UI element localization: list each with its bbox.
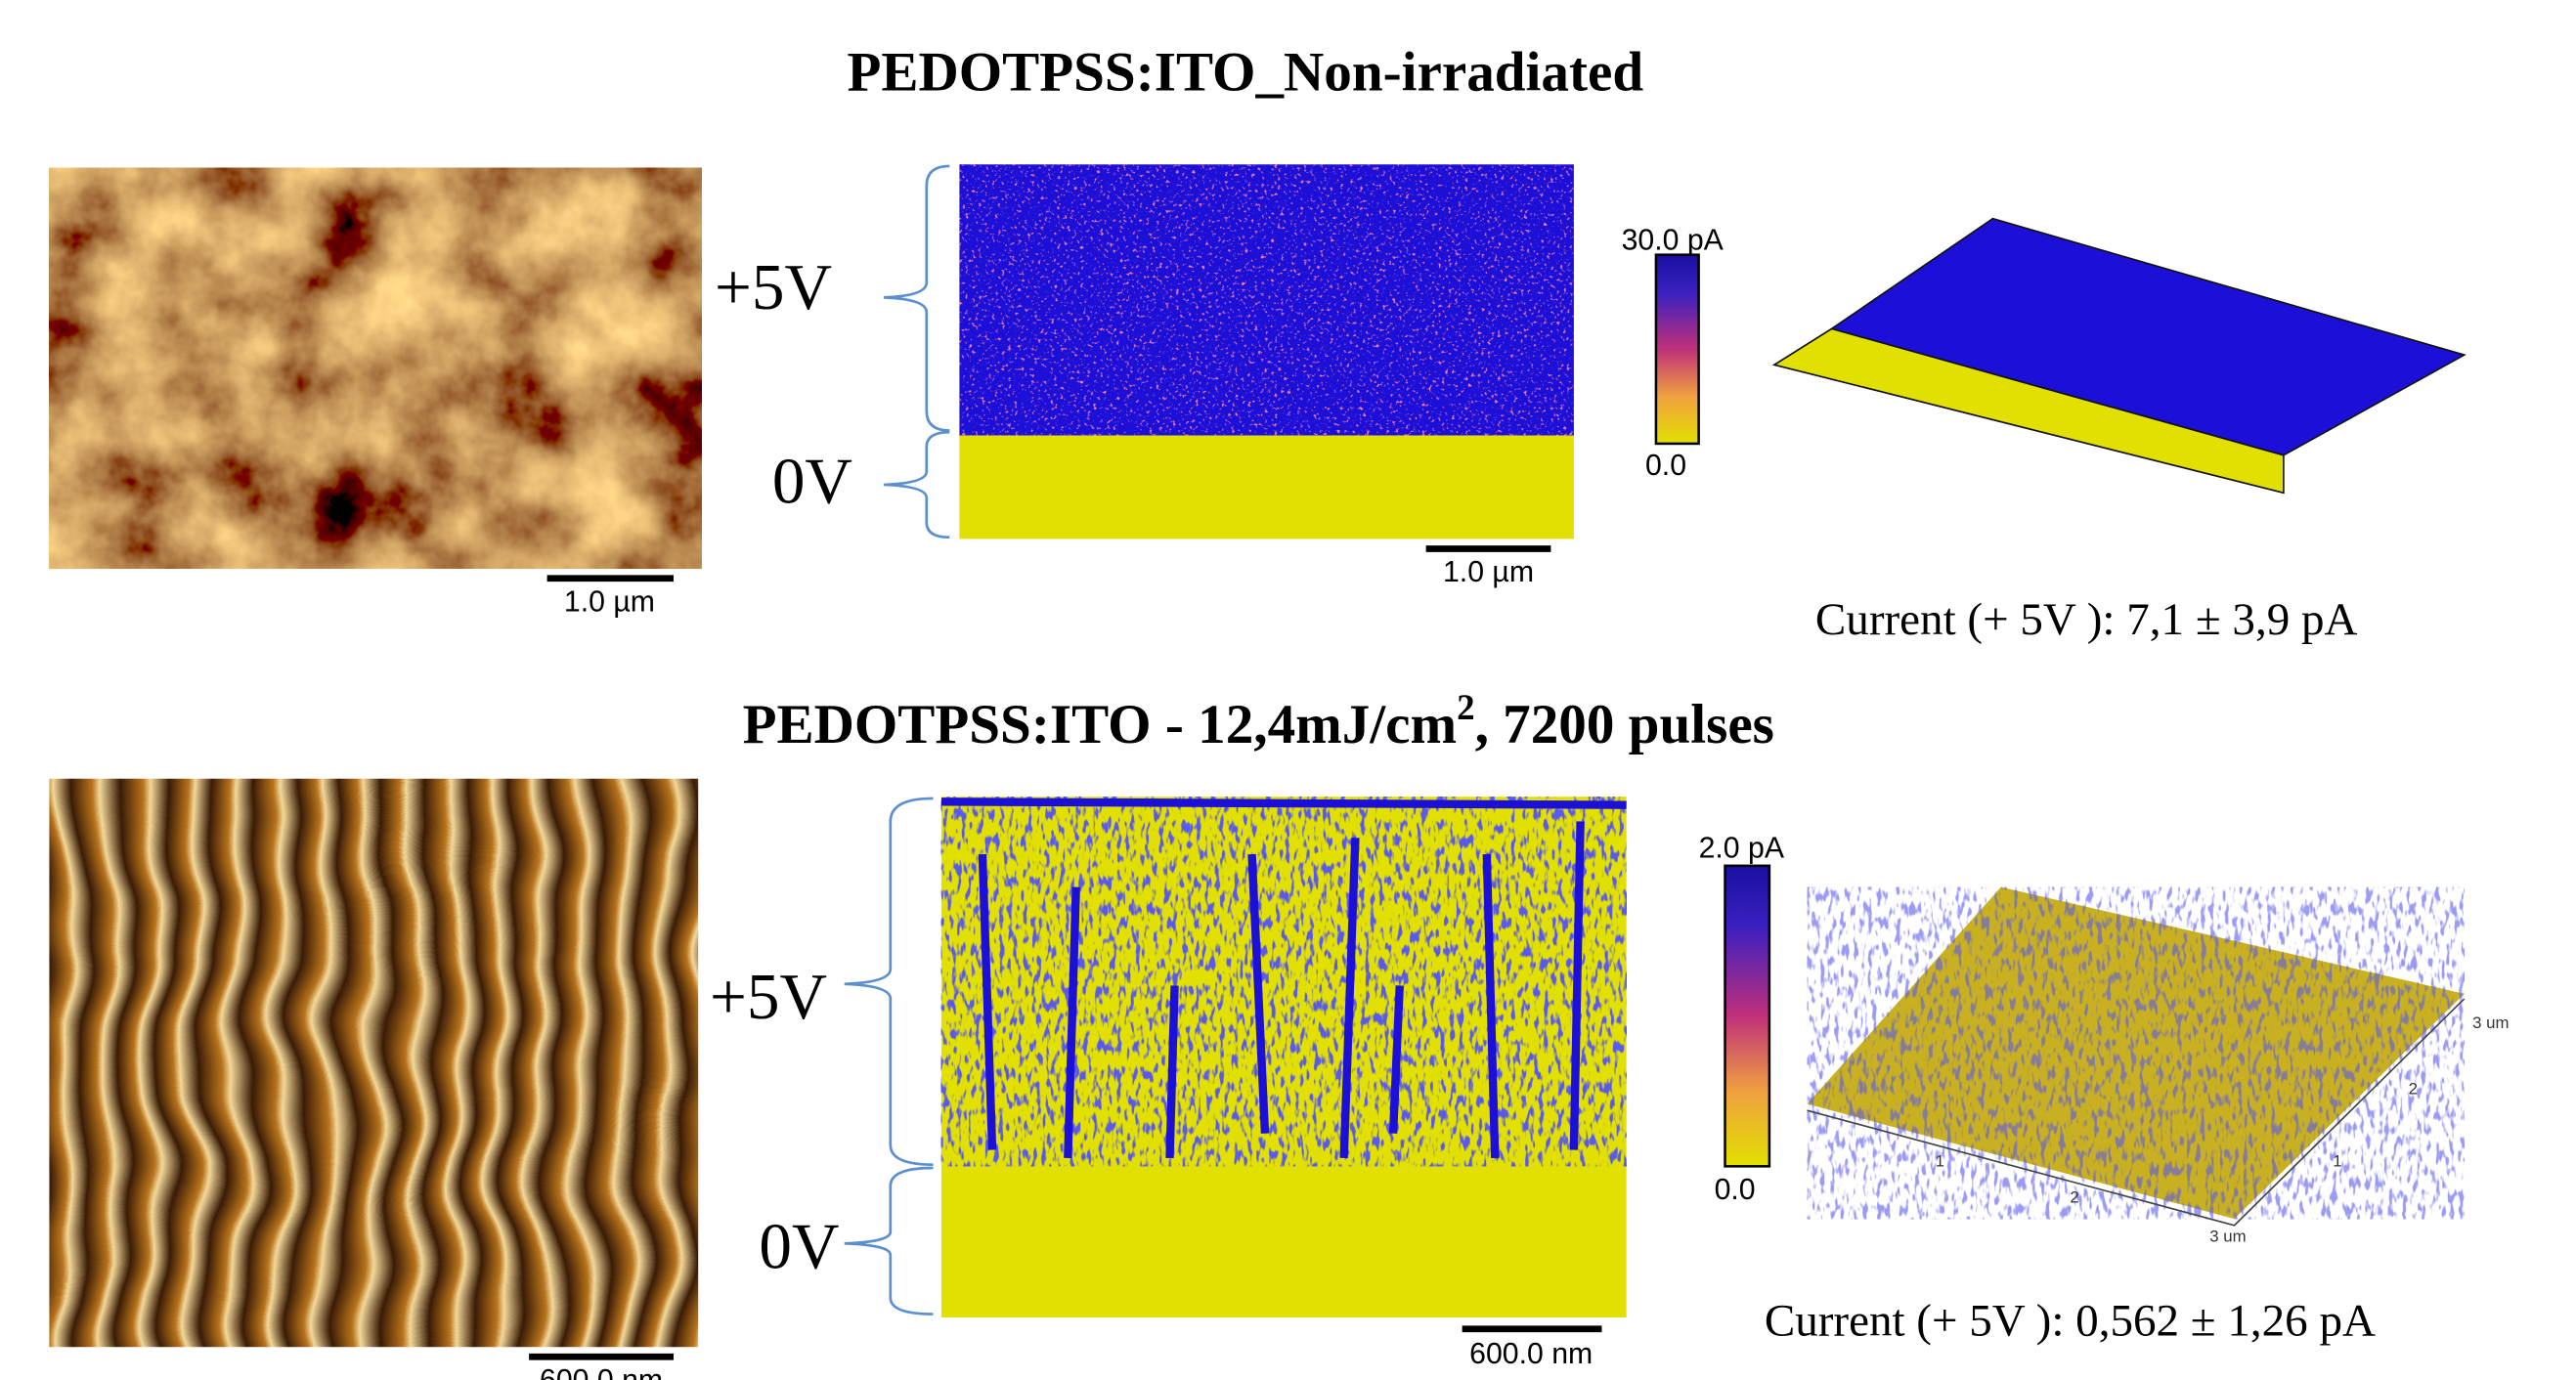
channel [978, 853, 997, 1150]
colorbar-max: 2.0 pA [1699, 832, 1785, 864]
current-value: Current (+ 5V ): 7,1 ± 3,9 pA [1815, 594, 2358, 645]
current-channels [940, 798, 1627, 1159]
channel [1064, 886, 1080, 1159]
channel [1165, 985, 1179, 1159]
bias-label: +5V [710, 960, 827, 1033]
colorbar-min: 0.0 [1645, 450, 1686, 482]
title-superscript: 2 [1457, 687, 1474, 727]
colorbar-max: 30.0 pA [1622, 225, 1725, 257]
colorbar-min: 0.0 [1715, 1174, 1756, 1206]
axis-tick: 3 um [2209, 1228, 2246, 1246]
scale-label: 1.0 µm [564, 585, 655, 618]
axis-tick: 2 [2409, 1079, 2418, 1098]
channel [1339, 838, 1360, 1159]
scale-label: 600.0 nm [1469, 1338, 1593, 1370]
afm-topography-stripes [49, 778, 699, 1348]
afm-topography [49, 167, 702, 569]
channel [1388, 985, 1404, 1134]
brace [844, 797, 934, 1167]
current-value: Current (+ 5V ): 0,562 ± 1,26 pA [1765, 1295, 2376, 1346]
axis-tick: 3 um [2472, 1013, 2509, 1032]
brace [844, 1166, 934, 1315]
axis-tick: 1 [1936, 1151, 1944, 1170]
panel-title: PEDOTPSS:ITO - 12,4mJ/cm2, 7200 pulses [743, 687, 1774, 755]
colorbar [1654, 253, 1700, 446]
scale-label: 1.0 µm [1443, 556, 1534, 588]
surface-axes [1807, 998, 2466, 1227]
colorbar [1724, 864, 1771, 1168]
channel [1482, 853, 1500, 1159]
bias-label: +5V [715, 250, 832, 323]
title-part: PEDOTPSS:ITO - 12,4mJ/cm [743, 694, 1458, 755]
scale-label: 600.0 nm [540, 1364, 663, 1380]
stripes [49, 778, 699, 1348]
brace [884, 430, 950, 539]
channel [1569, 821, 1585, 1150]
bias-label: 0V [759, 1210, 839, 1283]
current-map-noise [959, 164, 1574, 436]
title-part: , 7200 pulses [1475, 694, 1774, 755]
axis-tick: 1 [2333, 1151, 2341, 1170]
bias-label: 0V [772, 444, 852, 517]
surface-top [1829, 217, 2467, 456]
axis-tick: 2 [2070, 1187, 2078, 1206]
surface-3d-noise [1807, 886, 2465, 1220]
channel [940, 798, 1627, 809]
brace [884, 164, 950, 432]
current-map-noise [940, 797, 1627, 1167]
channel [1247, 853, 1270, 1134]
panel-title: PEDOTPSS:ITO_Non-irradiated [847, 42, 1643, 104]
current-map-zero [959, 435, 1574, 539]
